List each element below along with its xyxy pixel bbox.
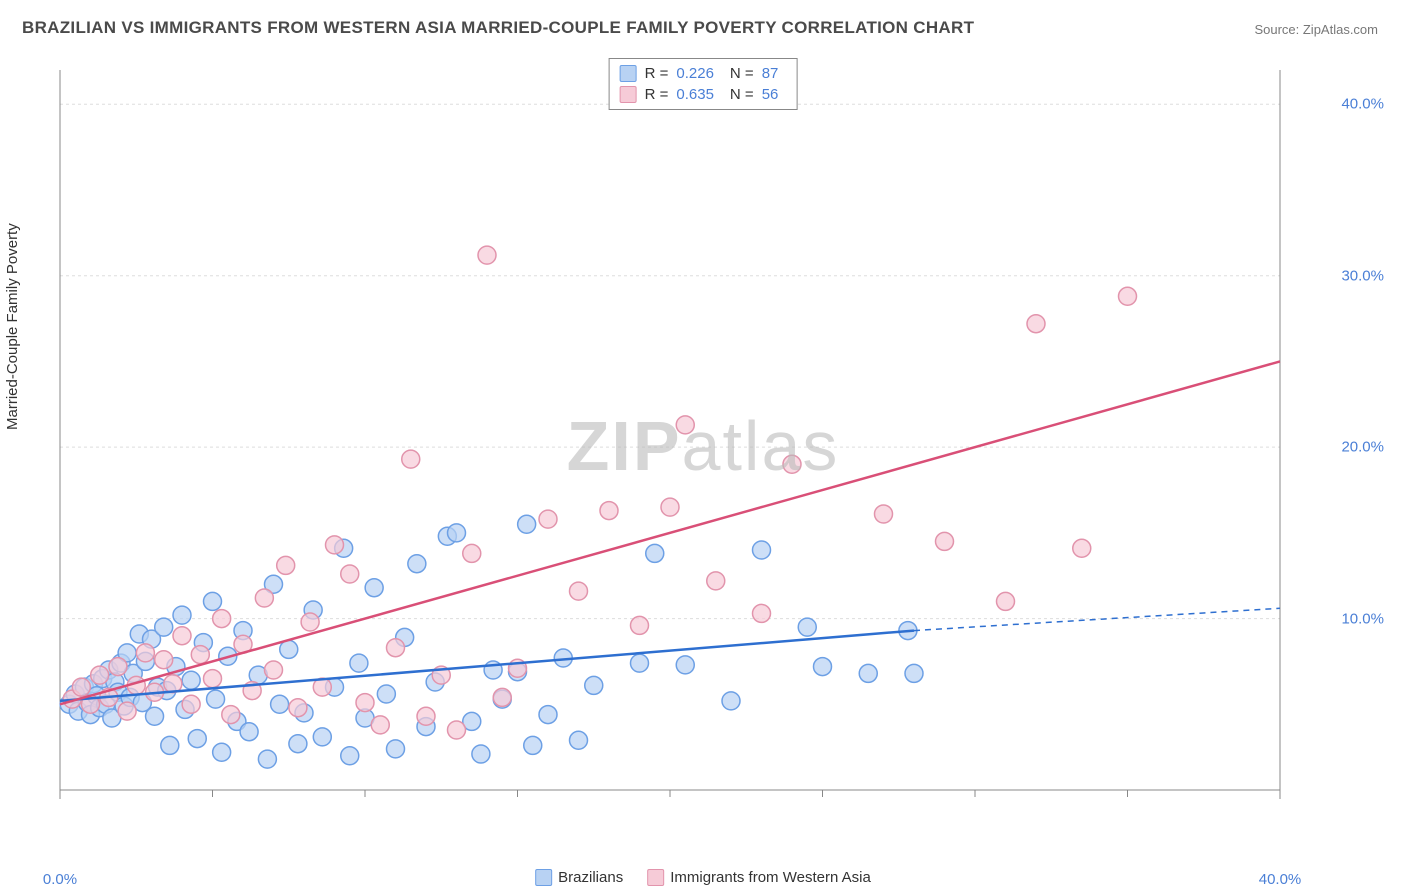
- legend-row: R = 0.226 N = 87: [620, 63, 787, 84]
- n-label: N =: [730, 86, 754, 103]
- source-value: ZipAtlas.com: [1303, 22, 1378, 37]
- source-label: Source:: [1254, 22, 1302, 37]
- y-tick-label: 20.0%: [1341, 439, 1384, 456]
- source-attribution: Source: ZipAtlas.com: [1254, 22, 1378, 37]
- r-label: R =: [645, 65, 669, 82]
- n-label: N =: [730, 65, 754, 82]
- chart-container: BRAZILIAN VS IMMIGRANTS FROM WESTERN ASI…: [0, 0, 1406, 892]
- y-tick-label: 30.0%: [1341, 267, 1384, 284]
- n-value: 87: [762, 65, 779, 82]
- correlation-legend: R = 0.226 N = 87 R = 0.635 N = 56: [609, 58, 798, 110]
- scatter-plot: [50, 60, 1350, 830]
- legend-swatch: [535, 869, 552, 886]
- y-tick-label: 40.0%: [1341, 96, 1384, 113]
- y-axis-label: Married-Couple Family Poverty: [4, 223, 21, 430]
- x-tick-label: 40.0%: [1259, 871, 1302, 888]
- legend-swatch: [620, 86, 637, 103]
- x-tick-label: 0.0%: [43, 871, 77, 888]
- chart-title: BRAZILIAN VS IMMIGRANTS FROM WESTERN ASI…: [22, 18, 974, 38]
- r-label: R =: [645, 86, 669, 103]
- y-tick-label: 10.0%: [1341, 610, 1384, 627]
- legend-item: Immigrants from Western Asia: [647, 869, 871, 886]
- legend-swatch: [620, 65, 637, 82]
- legend-swatch: [647, 869, 664, 886]
- legend-row: R = 0.635 N = 56: [620, 84, 787, 105]
- n-value: 56: [762, 86, 779, 103]
- legend-item: Brazilians: [535, 869, 623, 886]
- r-value: 0.226: [676, 65, 714, 82]
- legend-label: Brazilians: [558, 869, 623, 886]
- legend-label: Immigrants from Western Asia: [670, 869, 871, 886]
- series-legend: Brazilians Immigrants from Western Asia: [535, 869, 871, 886]
- r-value: 0.635: [676, 86, 714, 103]
